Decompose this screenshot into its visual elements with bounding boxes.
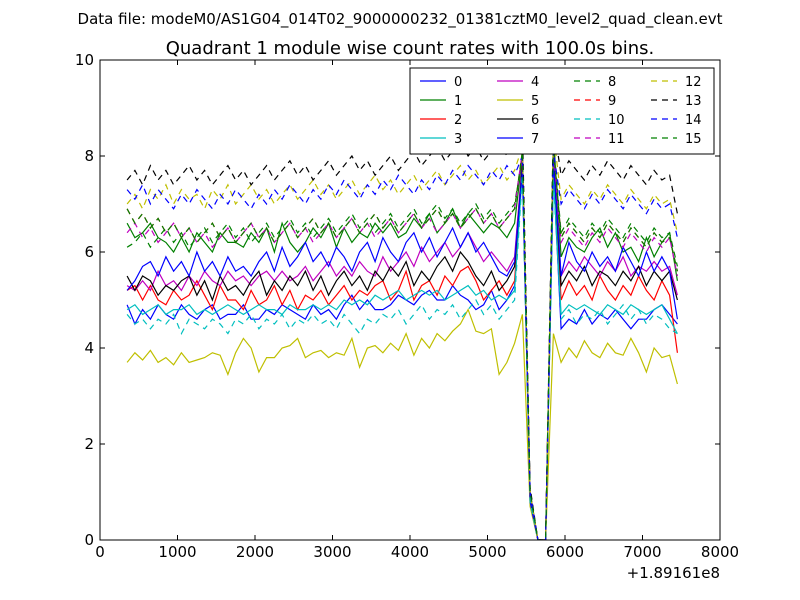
legend-label-0: 0 (454, 75, 462, 90)
x-tick-label: 4000 (391, 543, 429, 561)
y-tick-label: 10 (75, 51, 94, 69)
x-axis-offset-label: +1.89161e8 (627, 564, 720, 582)
series-line-12 (126, 131, 678, 540)
x-tick-label: 5000 (468, 543, 506, 561)
y-tick-label: 2 (84, 435, 94, 453)
x-tick-label: 1000 (158, 543, 196, 561)
legend-label-9: 9 (608, 94, 616, 109)
chart-title: Quadrant 1 module wise count rates with … (166, 38, 655, 59)
series-line-0 (126, 160, 678, 540)
legend-box (409, 67, 715, 155)
y-tick-label: 0 (84, 531, 94, 549)
legend-label-11: 11 (608, 132, 625, 147)
y-tick-label: 4 (84, 339, 94, 357)
x-tick-label: 6000 (546, 543, 584, 561)
legend-label-13: 13 (685, 94, 702, 109)
series-layer (126, 122, 678, 540)
x-tick-label: 7000 (623, 543, 661, 561)
legend-label-1: 1 (454, 94, 462, 109)
figure-suptitle: Data file: modeM0/AS1G04_014T02_90000002… (78, 10, 723, 29)
series-line-3 (126, 170, 678, 540)
x-tick-label: 3000 (313, 543, 351, 561)
x-tick-label: 0 (95, 543, 105, 561)
legend-label-7: 7 (531, 132, 539, 147)
legend-label-10: 10 (608, 113, 625, 128)
x-tick-label: 2000 (236, 543, 274, 561)
series-line-7 (126, 160, 678, 540)
legend-label-15: 15 (685, 132, 702, 147)
y-tick-label: 8 (84, 147, 94, 165)
series-line-11 (126, 151, 678, 540)
legend-label-3: 3 (454, 132, 462, 147)
series-line-15 (126, 146, 678, 540)
x-tick-label: 8000 (701, 543, 739, 561)
series-line-2 (126, 155, 678, 540)
legend-label-4: 4 (531, 75, 539, 90)
y-tick-label: 6 (84, 243, 94, 261)
legend-label-2: 2 (454, 113, 462, 128)
series-line-5 (126, 308, 678, 540)
legend-label-12: 12 (685, 75, 702, 90)
series-line-4 (126, 151, 678, 540)
legend-label-5: 5 (531, 94, 539, 109)
legend-label-14: 14 (685, 113, 702, 128)
series-line-14 (126, 151, 678, 540)
legend-label-8: 8 (608, 75, 616, 90)
legend-label-6: 6 (531, 113, 539, 128)
